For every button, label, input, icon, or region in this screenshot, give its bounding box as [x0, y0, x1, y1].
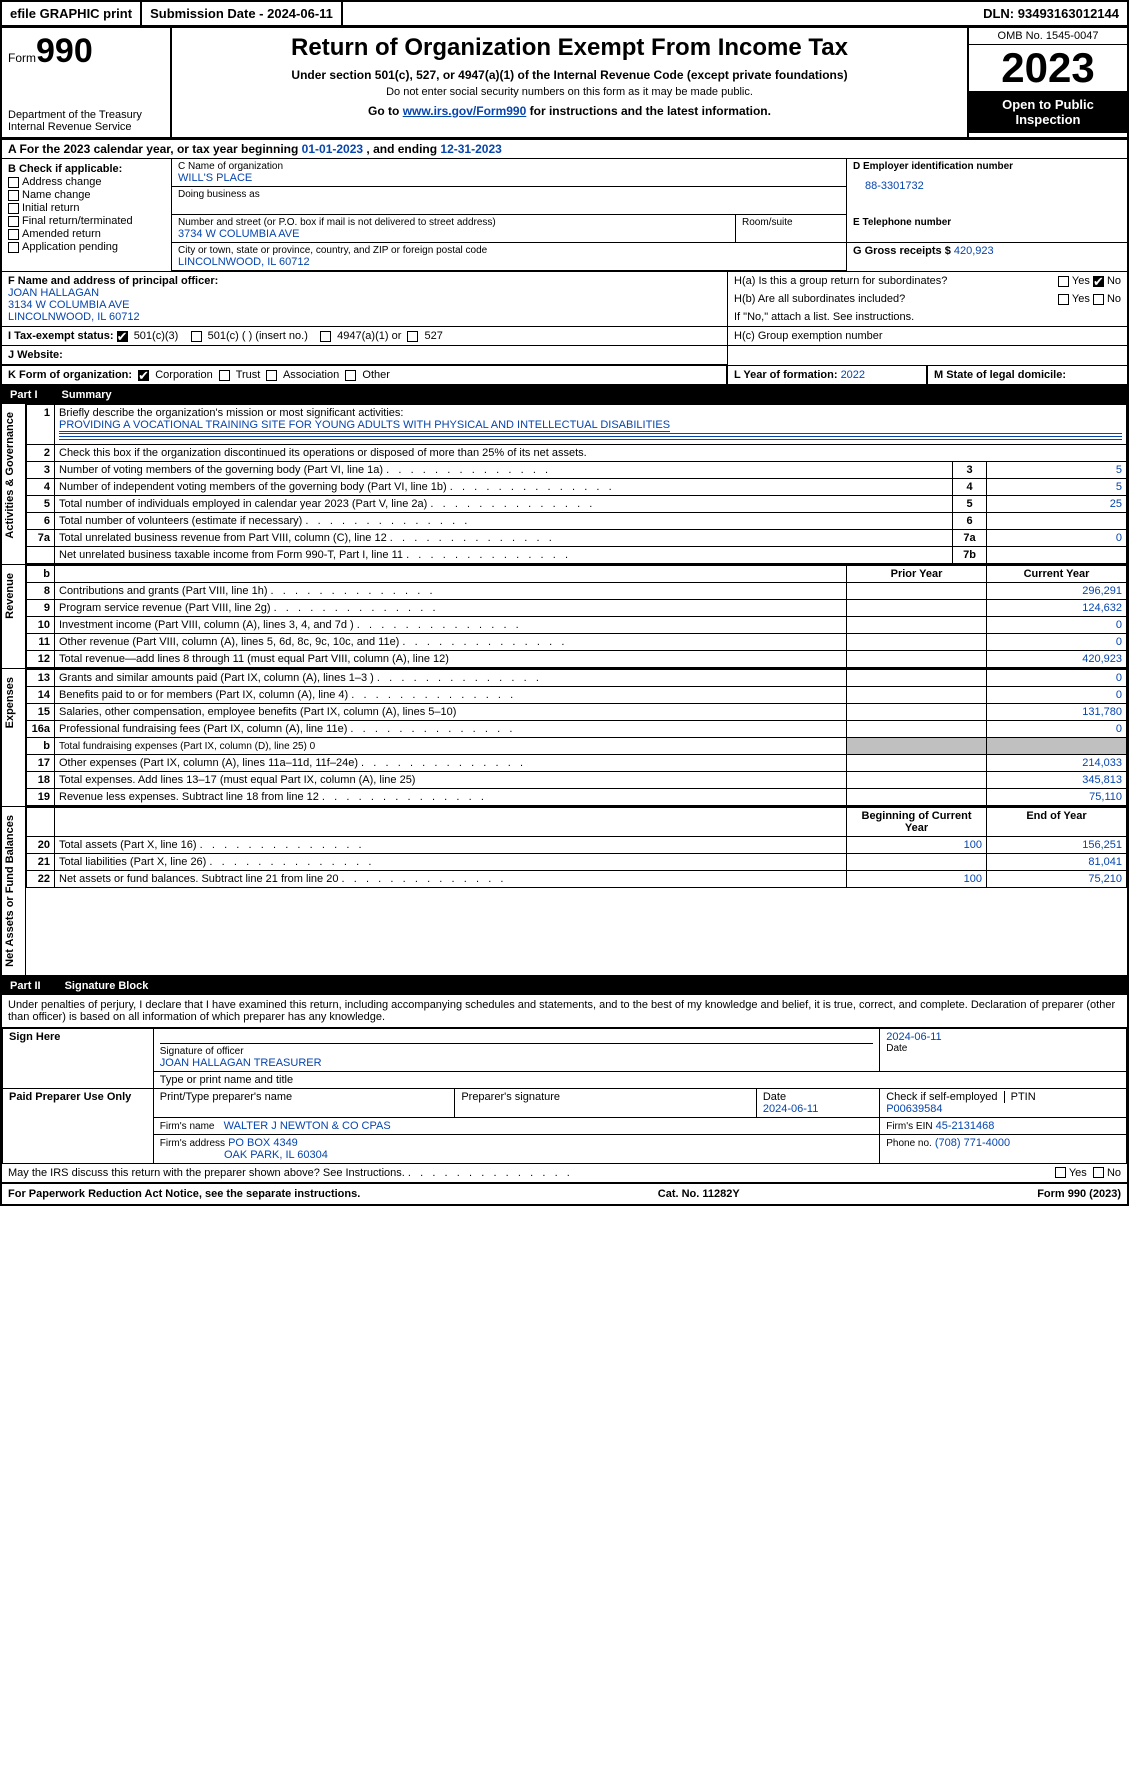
- form-subtitle: Under section 501(c), 527, or 4947(a)(1)…: [178, 68, 961, 82]
- submission-date: Submission Date - 2024-06-11: [142, 2, 343, 25]
- chk-final-return[interactable]: Final return/terminated: [8, 215, 165, 227]
- omb-number: OMB No. 1545-0047: [969, 28, 1127, 45]
- form-title: Return of Organization Exempt From Incom…: [178, 34, 961, 62]
- box-l: L Year of formation: 2022: [727, 366, 927, 384]
- part-1-header: Part I Summary: [2, 386, 1127, 404]
- summary-expenses: 13Grants and similar amounts paid (Part …: [26, 669, 1127, 806]
- city-cell: City or town, state or province, country…: [172, 243, 846, 271]
- dln: DLN: 93493163012144: [975, 2, 1127, 25]
- chk-trust[interactable]: [219, 370, 230, 381]
- chk-other[interactable]: [345, 370, 356, 381]
- box-f: F Name and address of principal officer:…: [2, 272, 727, 327]
- org-name-cell: C Name of organization WILL'S PLACE: [172, 159, 846, 187]
- ssn-note: Do not enter social security numbers on …: [178, 86, 961, 98]
- chk-ha-no[interactable]: [1093, 276, 1104, 287]
- sign-here-label: Sign Here: [3, 1028, 154, 1088]
- signature-block: Under penalties of perjury, I declare th…: [2, 995, 1127, 1183]
- form-number: Form990: [8, 32, 164, 71]
- chk-ha-yes[interactable]: [1058, 276, 1069, 287]
- chk-4947[interactable]: [320, 331, 331, 342]
- room-cell: Room/suite: [736, 215, 846, 243]
- top-bar: efile GRAPHIC print Submission Date - 20…: [2, 2, 1127, 28]
- box-m: M State of legal domicile:: [927, 366, 1127, 384]
- chk-501c3[interactable]: [117, 331, 128, 342]
- form990-link[interactable]: www.irs.gov/Form990: [403, 104, 527, 118]
- chk-hb-no[interactable]: [1093, 294, 1104, 305]
- summary-governance: 1 Briefly describe the organization's mi…: [26, 404, 1127, 564]
- entity-block: B Check if applicable: Address change Na…: [2, 159, 1127, 272]
- chk-name-change[interactable]: Name change: [8, 189, 165, 201]
- box-e-phone: E Telephone number: [847, 215, 1127, 243]
- box-d-ein: D Employer identification number 88-3301…: [847, 159, 1127, 215]
- summary-netassets: Beginning of Current YearEnd of Year 20T…: [26, 807, 1127, 888]
- chk-initial-return[interactable]: Initial return: [8, 202, 165, 214]
- part-2-header: Part II Signature Block: [2, 977, 1127, 995]
- department: Department of the Treasury Internal Reve…: [8, 109, 164, 133]
- chk-address-change[interactable]: Address change: [8, 176, 165, 188]
- chk-amended[interactable]: Amended return: [8, 228, 165, 240]
- efile-label[interactable]: efile GRAPHIC print: [2, 2, 142, 25]
- summary-revenue: bPrior YearCurrent Year 8Contributions a…: [26, 565, 1127, 668]
- entity-block-2: F Name and address of principal officer:…: [2, 272, 1127, 366]
- chk-discuss-yes[interactable]: [1055, 1167, 1066, 1178]
- box-j: J Website:: [2, 346, 727, 365]
- side-governance: Activities & Governance: [2, 404, 18, 547]
- paid-preparer-label: Paid Preparer Use Only: [3, 1088, 154, 1163]
- box-i: I Tax-exempt status: 501(c)(3) 501(c) ( …: [2, 327, 727, 346]
- side-netassets: Net Assets or Fund Balances: [2, 807, 18, 975]
- discuss-row: May the IRS discuss this return with the…: [2, 1164, 1127, 1183]
- box-h-note: If "No," attach a list. See instructions…: [728, 308, 1127, 326]
- street-cell: Number and street (or P.O. box if mail i…: [172, 215, 736, 243]
- chk-discuss-no[interactable]: [1093, 1167, 1104, 1178]
- box-h-b: H(b) Are all subordinates included? Yes …: [728, 290, 1127, 308]
- box-h-c: H(c) Group exemption number: [728, 326, 1127, 346]
- open-public: Open to Public Inspection: [969, 91, 1127, 133]
- calendar-year-row: A For the 2023 calendar year, or tax yea…: [2, 140, 1127, 159]
- chk-assoc[interactable]: [266, 370, 277, 381]
- dba-cell: Doing business as: [172, 187, 846, 215]
- goto-line: Go to www.irs.gov/Form990 for instructio…: [178, 104, 961, 118]
- declaration: Under penalties of perjury, I declare th…: [2, 995, 1127, 1028]
- box-h-a: H(a) Is this a group return for subordin…: [728, 272, 1127, 290]
- chk-501c[interactable]: [191, 331, 202, 342]
- side-expenses: Expenses: [2, 669, 18, 736]
- box-b-label: B Check if applicable:: [8, 163, 122, 175]
- box-k: K Form of organization: Corporation Trus…: [2, 366, 727, 384]
- chk-hb-yes[interactable]: [1058, 294, 1069, 305]
- tax-year: 2023: [969, 45, 1127, 91]
- chk-527[interactable]: [407, 331, 418, 342]
- side-revenue: Revenue: [2, 565, 18, 627]
- page-footer: For Paperwork Reduction Act Notice, see …: [2, 1183, 1127, 1204]
- form-header: Form990 Department of the Treasury Inter…: [2, 28, 1127, 140]
- chk-corp[interactable]: [138, 370, 149, 381]
- box-g-receipts: G Gross receipts $ 420,923: [847, 243, 1127, 259]
- chk-app-pending[interactable]: Application pending: [8, 241, 165, 253]
